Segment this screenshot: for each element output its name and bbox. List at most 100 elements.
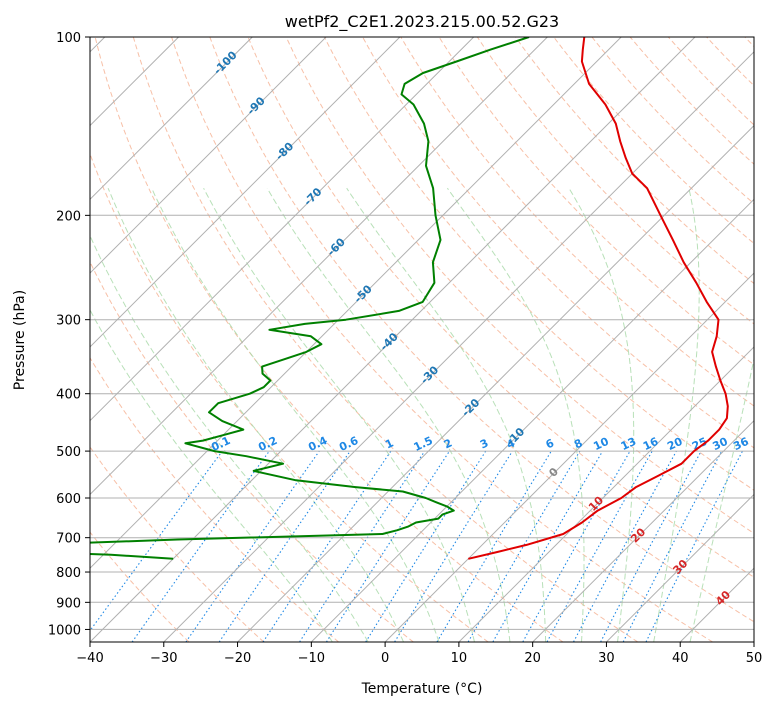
mixing-ratio-line <box>90 450 223 632</box>
mixing-ratio-label: 10 <box>591 435 611 453</box>
isotherm <box>90 37 253 201</box>
y-tick-label: 1000 <box>48 623 81 638</box>
x-tick-label: −40 <box>76 651 103 666</box>
isotherm-label: -30 <box>418 363 441 386</box>
dewpoint-line <box>90 37 530 560</box>
isotherm-label: -20 <box>459 396 482 419</box>
y-tick-label: 200 <box>56 209 81 224</box>
y-axis-label: Pressure (hPa) <box>12 290 28 390</box>
isotherm <box>90 37 696 642</box>
isotherm-label: 30 <box>670 557 690 577</box>
dry-adiabat <box>553 37 754 245</box>
mixing-ratio-label: 30 <box>711 435 731 453</box>
mixing-ratio-label: 2 <box>442 436 454 451</box>
x-tick-label: 10 <box>451 651 468 666</box>
mixing-ratio-label: 20 <box>665 435 685 453</box>
x-tick-label: 40 <box>672 651 689 666</box>
isotherm-label: -90 <box>245 94 268 117</box>
y-tick-label: 100 <box>56 31 81 46</box>
mixing-ratio-label: 3 <box>478 436 490 451</box>
isotherm <box>90 37 401 348</box>
x-tick-label: 20 <box>524 651 541 666</box>
mixing-ratio-label: 36 <box>731 435 751 453</box>
mixing-ratio-line <box>218 450 351 642</box>
plot-frame <box>89 36 755 643</box>
moist-adiabat <box>689 356 754 642</box>
plot-area: 0.1 0.2 0.4 0.6 1 1.5 2 3 4 6 8 10 13 16 20 25 30 36-100-… <box>90 37 754 642</box>
moist-adiabat <box>203 187 475 642</box>
dry-adiabat <box>90 531 190 642</box>
moist-adiabat <box>446 187 585 642</box>
profile-lines <box>90 37 729 560</box>
y-tick-label: 600 <box>56 492 81 507</box>
mixing-ratio-label: 13 <box>619 435 638 453</box>
moist-adiabat <box>653 188 700 642</box>
y-tick-label: 500 <box>56 445 81 460</box>
temperature-line <box>468 37 729 560</box>
x-tick-label: −30 <box>150 651 177 666</box>
isotherm-label: 40 <box>713 588 733 608</box>
mixing-ratio-line <box>622 450 723 642</box>
isotherm <box>532 419 754 642</box>
dry-adiabat <box>667 37 754 126</box>
axes: −40 −30 −20 −10 0 10 20 30 40 50 100 200 300 400 500 60… <box>48 31 762 666</box>
isotherm-label: -80 <box>273 139 296 162</box>
dry-adiabat <box>94 37 564 642</box>
isotherm-label: -70 <box>301 185 324 208</box>
isotherm-label: -60 <box>325 235 348 258</box>
dry-adiabat <box>476 37 754 325</box>
x-tick-label: 0 <box>381 651 389 666</box>
dry-adiabat <box>90 152 489 642</box>
x-tick-label: −20 <box>224 651 251 666</box>
moist-adiabat <box>151 187 440 642</box>
dry-adiabat <box>438 37 754 366</box>
dry-adiabat <box>591 37 754 205</box>
isotherm-label: -100 <box>211 48 240 77</box>
dry-adiabat <box>132 37 639 642</box>
mixing-ratio-line <box>436 450 552 642</box>
background-lines <box>90 37 754 642</box>
dry-adiabat <box>629 37 754 165</box>
line-labels: 0.1 0.2 0.4 0.6 1 1.5 2 3 4 6 8 10 13 16 20 25 30 36-100-… <box>209 48 751 608</box>
dry-adiabat <box>515 37 754 285</box>
isotherm <box>163 51 754 642</box>
isotherm <box>753 641 754 642</box>
moist-adiabat <box>107 188 405 642</box>
chart-title: wetPf2_C2E1.2023.215.00.52.G23 <box>285 12 559 32</box>
y-tick-label: 800 <box>56 566 81 581</box>
isotherm <box>458 346 754 642</box>
isotherm <box>310 198 754 642</box>
dry-adiabat <box>171 37 713 642</box>
dry-adiabat <box>706 37 754 87</box>
mixing-ratio-line <box>546 450 653 642</box>
mixing-ratio-line <box>645 450 743 642</box>
isotherm <box>90 37 548 496</box>
isotherm <box>384 272 754 642</box>
mixing-ratio-line <box>131 450 270 642</box>
dry-adiabat <box>209 37 754 623</box>
isotherm <box>90 37 327 274</box>
moist-adiabat <box>346 187 547 642</box>
x-axis-label: Temperature (°C) <box>361 681 483 697</box>
dry-adiabat <box>744 37 754 48</box>
mixing-ratio-label: 6 <box>544 436 557 451</box>
moist-adiabat <box>568 187 635 642</box>
y-tick-label: 300 <box>56 314 81 329</box>
mixing-ratio-line <box>573 450 677 642</box>
isotherm <box>606 493 754 642</box>
dry-adiabat <box>90 446 265 642</box>
mixing-ratio-line <box>185 450 320 642</box>
isotherm <box>90 37 475 422</box>
x-tick-label: 50 <box>746 651 763 666</box>
dry-adiabat <box>323 37 754 491</box>
isotherm-label: -50 <box>352 282 375 305</box>
mixing-ratio-line <box>394 450 513 642</box>
dry-adiabat <box>400 37 754 407</box>
mixing-ratio-label: 16 <box>641 435 661 453</box>
dry-adiabat <box>90 260 414 642</box>
isotherm-label: -40 <box>378 330 401 353</box>
y-tick-label: 900 <box>56 596 81 611</box>
x-tick-label: 30 <box>598 651 615 666</box>
mixing-ratio-line <box>262 450 392 642</box>
